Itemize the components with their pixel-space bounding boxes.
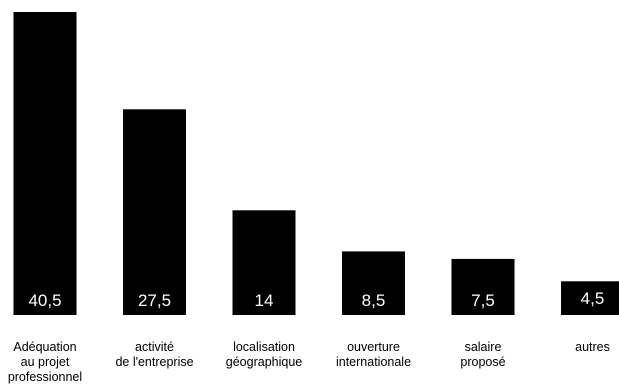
category-label-2-line-1: géographique: [226, 355, 303, 369]
category-label-4-line-1: proposé: [460, 355, 505, 369]
bar-3: [342, 251, 405, 315]
bar-1: [123, 109, 186, 315]
bar-value-label-5: 4,5: [581, 289, 605, 308]
bar-value-label-0: 40,5: [28, 291, 61, 310]
category-label-0-line-0: Adéquation: [13, 340, 76, 354]
category-label-4-line-0: salaire: [465, 340, 502, 354]
category-label-3-line-0: ouverture: [347, 340, 400, 354]
bar-4: [451, 258, 515, 315]
category-label-1-line-0: activité: [135, 340, 174, 354]
category-label-0-line-2: professionnel: [8, 370, 82, 384]
bar-value-label-2: 14: [255, 291, 274, 310]
bar-value-label-1: 27,5: [138, 291, 171, 310]
category-label-2-line-0: localisation: [233, 340, 295, 354]
category-label-1-line-1: de l'entreprise: [115, 355, 193, 369]
category-label-3-line-1: internationale: [336, 355, 411, 369]
bar-2: [232, 210, 296, 315]
category-label-0-line-1: au projet: [21, 355, 70, 369]
bar-5: [561, 281, 619, 315]
bar-value-label-4: 7,5: [471, 291, 495, 310]
bar-value-label-3: 8,5: [362, 291, 386, 310]
bar-0: [13, 12, 77, 315]
category-label-5-line-0: autres: [575, 340, 610, 354]
